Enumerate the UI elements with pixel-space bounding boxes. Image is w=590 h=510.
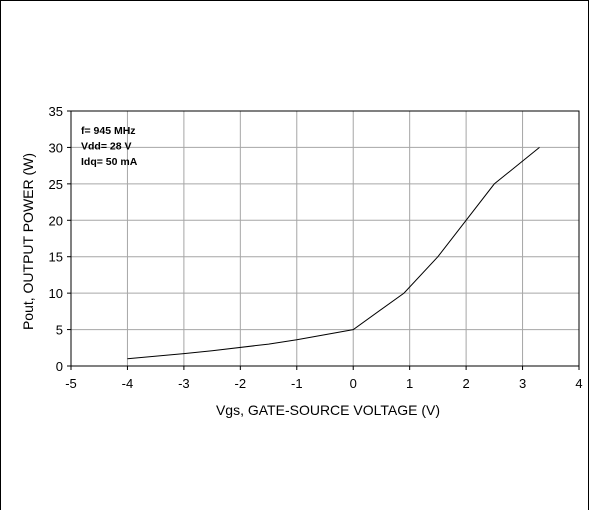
annotation-text: Vdd= 28 V — [81, 141, 131, 153]
y-tick-label: 25 — [49, 177, 63, 192]
x-axis-label: Vgs, GATE-SOURCE VOLTAGE (V) — [216, 402, 440, 418]
y-tick-label: 15 — [49, 250, 63, 265]
series-line — [127, 147, 540, 360]
y-axis-ticks: 0 5 10 15 20 25 30 35 — [49, 104, 71, 374]
y-tick-label: 35 — [49, 104, 63, 119]
y-tick-label: 20 — [49, 213, 63, 228]
x-axis-ticks: -5 -4 -3 -2 -1 0 1 2 3 4 — [65, 366, 583, 391]
x-tick-label: 1 — [406, 376, 413, 391]
y-tick-label: 5 — [56, 323, 63, 338]
x-tick-label: 0 — [350, 376, 357, 391]
series-group — [127, 147, 540, 360]
x-tick-label: -4 — [122, 376, 134, 391]
annotation-text: Idq= 50 mA — [81, 156, 138, 168]
annotations: f= 945 MHz Vdd= 28 V Idq= 50 mA — [81, 125, 138, 168]
plot-area — [70, 110, 580, 367]
x-tick-label: -5 — [65, 376, 77, 391]
y-tick-label: 0 — [56, 359, 63, 374]
x-tick-label: -2 — [235, 376, 247, 391]
y-tick-label: 10 — [49, 286, 63, 301]
x-tick-label: -3 — [178, 376, 190, 391]
x-tick-label: 3 — [519, 376, 526, 391]
y-tick-label: 30 — [49, 140, 63, 155]
grid-lines — [70, 110, 580, 367]
x-tick-label: 4 — [575, 376, 582, 391]
x-tick-label: -1 — [291, 376, 303, 391]
y-axis-label: Pout, OUTPUT POWER (W) — [20, 153, 36, 330]
annotation-text: f= 945 MHz — [81, 125, 136, 137]
x-tick-label: 2 — [462, 376, 469, 391]
